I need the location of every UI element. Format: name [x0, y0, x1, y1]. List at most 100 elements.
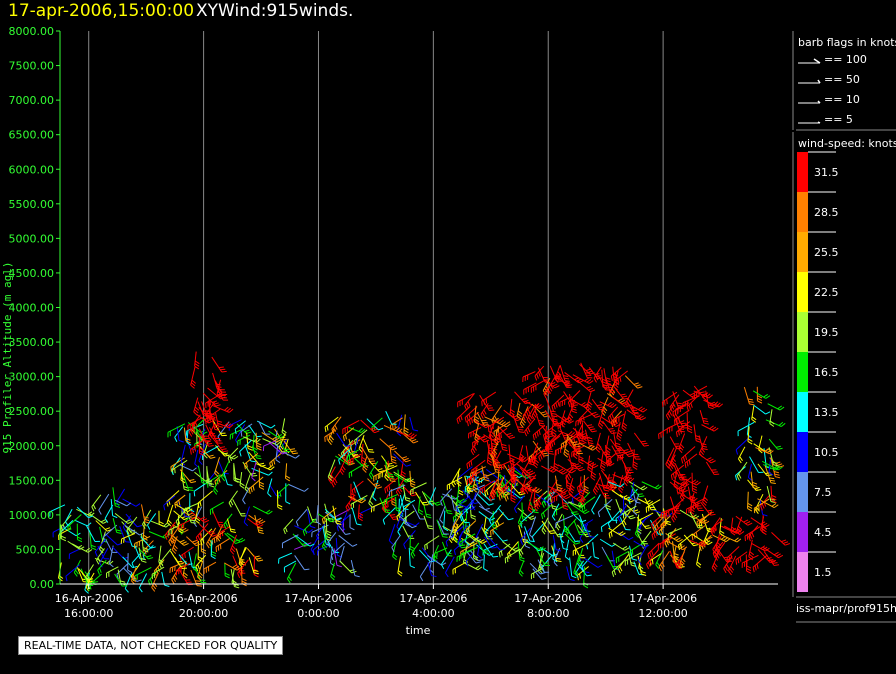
wind-barb: [240, 423, 253, 437]
wind-barb: [761, 515, 767, 535]
wind-barb: [723, 555, 733, 574]
wind-barb: [228, 419, 242, 431]
wind-barb: [336, 432, 351, 447]
wind-barb: [125, 513, 143, 528]
wind-barb: [110, 498, 118, 519]
wind-barb: [233, 463, 241, 483]
wind-barb: [628, 481, 648, 491]
wind-barb: [552, 535, 562, 552]
chart-axes: 16-Apr-2006 16:00:00 16-Apr-2006 20:00:00 17…: [1, 25, 778, 637]
wind-barb: [571, 487, 586, 504]
wind-barb: [239, 471, 245, 489]
wind-barb: [210, 413, 220, 432]
wind-barb: [410, 542, 420, 559]
wind-barb: [607, 406, 619, 423]
wind-barb: [576, 423, 584, 441]
wind-barb: [201, 445, 219, 461]
wind-barb: [723, 525, 745, 535]
wind-barb: [770, 485, 777, 504]
wind-barb: [748, 539, 755, 561]
barb-legend-item: == 100: [798, 53, 867, 66]
wind-barb: [484, 536, 497, 549]
wind-barb: [60, 524, 67, 542]
wind-barb: [226, 518, 236, 534]
wind-barb: [351, 507, 362, 526]
wind-barb: [417, 496, 424, 516]
wind-barb: [190, 366, 196, 389]
wind-barb: [206, 527, 217, 549]
title-product: XYWind:915winds.: [196, 1, 354, 21]
wind-barb: [388, 523, 396, 545]
wind-barb: [524, 526, 535, 543]
x-tick-label-date: 17-Apr-2006: [284, 592, 352, 605]
wind-barb: [445, 528, 461, 547]
wind-barb: [399, 518, 420, 527]
wind-barb: [600, 518, 614, 532]
wind-barb: [512, 413, 525, 433]
wind-barb: [178, 517, 197, 531]
wind-barb: [285, 463, 291, 482]
wind-barb: [696, 512, 712, 527]
wind-barb: [567, 458, 585, 472]
wind-barb: [108, 545, 114, 568]
wind-barb: [396, 510, 404, 531]
wind-barb: [459, 533, 476, 547]
x-tick-label-date: 17-Apr-2006: [399, 592, 467, 605]
wind-barb: [181, 471, 194, 491]
wind-barb: [302, 518, 317, 536]
wind-barb: [691, 472, 698, 494]
wind-barb: [211, 510, 225, 528]
wind-barb: [237, 434, 251, 446]
wind-barb: [552, 542, 558, 563]
wind-barb: [559, 532, 569, 551]
wind-barb: [520, 478, 533, 494]
svg-text:31.5: 31.5: [814, 166, 839, 179]
wind-barb: [424, 535, 440, 551]
wind-barb: [598, 485, 611, 499]
wind-barb: [362, 455, 369, 473]
wind-barb: [564, 533, 581, 545]
wind-barb: [141, 504, 150, 524]
wind-barb: [669, 436, 682, 450]
svg-text:== 50: == 50: [824, 73, 860, 86]
wind-barb: [243, 506, 250, 527]
wind-barb: [464, 406, 478, 423]
wind-barb: [672, 541, 680, 561]
wind-barb: [575, 413, 593, 427]
wind-barb: [498, 432, 508, 452]
wind-barb: [227, 447, 239, 463]
wind-barb: [224, 532, 241, 545]
wind-barb: [689, 511, 703, 529]
wind-barb: [112, 517, 122, 534]
wind-barb: [692, 497, 706, 510]
y-tick-label: 4500.00: [9, 267, 55, 280]
wind-barb: [492, 530, 508, 542]
wind-barb: [397, 516, 408, 537]
wind-barb: [373, 468, 389, 482]
wind-barb: [197, 560, 204, 581]
wind-barb: [256, 420, 276, 429]
wind-barb: [633, 432, 649, 447]
wind-barb: [669, 481, 688, 493]
wind-barb: [379, 497, 391, 514]
wind-barb: [333, 548, 342, 568]
wind-barb: [569, 502, 590, 514]
wind-barb: [566, 566, 575, 582]
wind-barb: [209, 427, 223, 444]
wind-barb: [526, 539, 544, 552]
wind-barb: [224, 562, 242, 571]
svg-text:13.5: 13.5: [814, 406, 839, 419]
wind-barb: [682, 395, 700, 408]
wind-barb: [64, 508, 73, 527]
wind-barb: [591, 399, 606, 411]
wind-barb: [728, 555, 737, 576]
wind-barbs: [49, 351, 790, 594]
wind-barb: [140, 536, 156, 549]
wind-barb: [526, 403, 537, 424]
speed-legend-item: 25.5: [797, 231, 839, 272]
wind-barb: [391, 534, 401, 553]
wind-barb: [174, 494, 186, 509]
wind-barb: [194, 351, 200, 370]
wind-barb: [166, 504, 174, 527]
